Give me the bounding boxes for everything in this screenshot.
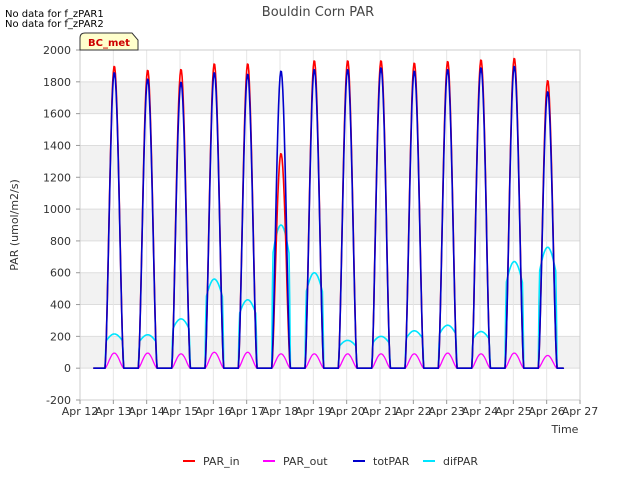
legend-label: PAR_in [203, 455, 240, 468]
x-tick-label: Apr 25 [495, 405, 532, 418]
x-tick-label: Apr 19 [295, 405, 332, 418]
y-tick-label: -200 [46, 394, 71, 407]
y-axis-label: PAR (umol/m2/s) [8, 179, 21, 271]
y-tick-label: 400 [50, 299, 71, 312]
y-tick-label: 1200 [43, 171, 71, 184]
x-tick-label: Apr 14 [128, 405, 165, 418]
x-tick-label: Apr 21 [362, 405, 399, 418]
series-line-totpar [93, 65, 565, 369]
x-tick-label: Apr 18 [262, 405, 299, 418]
bc-met-badge: BC_met [79, 32, 139, 51]
x-tick-label: Apr 16 [195, 405, 232, 418]
no-data-note-1: No data for f_zPAR1 [5, 9, 104, 20]
background-band [80, 272, 580, 305]
x-tick-label: Apr 12 [62, 405, 99, 418]
legend-label: PAR_out [283, 455, 328, 468]
x-tick-label: Apr 27 [562, 405, 599, 418]
plot-background-bands [80, 81, 580, 369]
background-band [80, 81, 580, 114]
chart-title: Bouldin Corn PAR [262, 5, 374, 20]
x-tick-label: Apr 23 [428, 405, 465, 418]
x-tick-label: Apr 26 [528, 405, 565, 418]
x-tick-label: Apr 17 [228, 405, 265, 418]
y-tick-label: 1800 [43, 76, 71, 89]
y-tick-label: 800 [50, 235, 71, 248]
x-tick-label: Apr 13 [95, 405, 132, 418]
background-band [80, 336, 580, 369]
data-series [93, 57, 565, 369]
x-tick-label: Apr 24 [462, 405, 499, 418]
y-tick-label: 0 [64, 362, 71, 375]
badge-label: BC_met [88, 38, 130, 49]
y-tick-label: 2000 [43, 44, 71, 57]
legend: PAR_in PAR_out totPAR difPAR [183, 455, 478, 468]
y-tick-label: 1000 [43, 203, 71, 216]
y-tick-label: 1400 [43, 139, 71, 152]
y-tick-label: 200 [50, 330, 71, 343]
y-tick-label: 1600 [43, 108, 71, 121]
no-data-note-2: No data for f_zPAR2 [5, 19, 104, 30]
x-tick-label: Apr 15 [162, 405, 199, 418]
y-tick-label: 600 [50, 267, 71, 280]
legend-label: difPAR [443, 455, 478, 468]
x-axis-label: Time [551, 423, 579, 436]
background-band [80, 209, 580, 241]
x-tick-label: Apr 20 [328, 405, 365, 418]
plot-frame [79, 49, 581, 401]
y-axis-ticks: -200 0 200 400 600 800 1000 1200 1400 1600 1800 200… [43, 44, 80, 407]
background-band [80, 145, 580, 178]
legend-label: totPAR [373, 455, 410, 468]
x-tick-label: Apr 22 [395, 405, 432, 418]
